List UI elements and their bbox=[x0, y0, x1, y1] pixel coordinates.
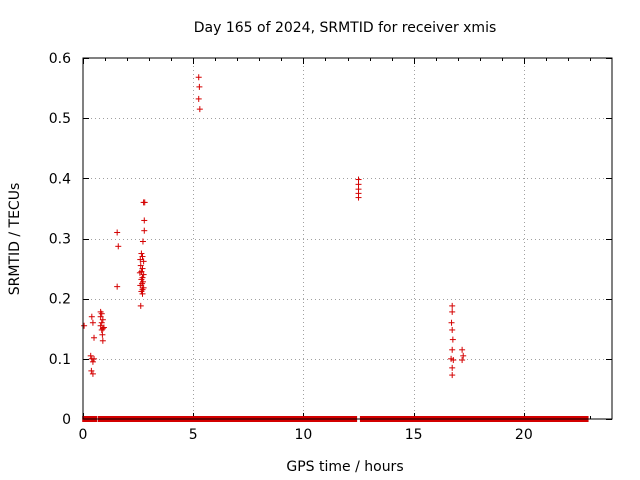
data-point bbox=[88, 313, 95, 320]
y-tick-label: 0.6 bbox=[49, 51, 71, 67]
y-tick-label: 0 bbox=[62, 412, 71, 428]
data-point bbox=[136, 269, 143, 276]
y-tick-label: 0.2 bbox=[49, 292, 71, 308]
data-point bbox=[137, 256, 144, 263]
data-point bbox=[89, 319, 96, 326]
data-point bbox=[140, 271, 147, 278]
data-point bbox=[141, 217, 148, 224]
x-tick-label: 10 bbox=[295, 427, 313, 443]
data-point bbox=[115, 243, 122, 250]
data-point bbox=[449, 364, 456, 371]
data-point bbox=[141, 227, 148, 234]
grid-lines bbox=[83, 58, 612, 419]
data-point bbox=[98, 319, 105, 326]
x-axis-label: GPS time / hours bbox=[286, 459, 403, 475]
x-tick-labels: 0 5 10 15 20 bbox=[79, 427, 533, 443]
data-point bbox=[97, 322, 104, 329]
data-point bbox=[81, 322, 88, 329]
data-point bbox=[99, 337, 106, 344]
data-point bbox=[91, 334, 98, 341]
data-point bbox=[139, 253, 146, 260]
data-point bbox=[450, 357, 457, 364]
y-tick-label: 0.5 bbox=[49, 111, 71, 127]
data-point bbox=[139, 290, 146, 297]
data-point bbox=[196, 106, 203, 113]
data-point bbox=[138, 250, 145, 257]
data-point bbox=[449, 308, 456, 315]
data-point bbox=[355, 194, 362, 201]
data-point bbox=[141, 199, 148, 206]
data-point bbox=[195, 95, 202, 102]
data-point bbox=[91, 355, 98, 362]
data-point bbox=[449, 302, 456, 309]
data-point bbox=[449, 336, 456, 343]
data-point bbox=[114, 283, 121, 290]
y-tick-label: 0.1 bbox=[49, 352, 71, 368]
data-point bbox=[137, 262, 144, 269]
data-points bbox=[81, 74, 589, 422]
data-point bbox=[459, 357, 466, 364]
y-tick-labels: 0 0.1 0.2 0.3 0.4 0.5 0.6 bbox=[49, 51, 71, 428]
data-point bbox=[449, 372, 456, 379]
y-axis-label: SRMTID / TECUs bbox=[7, 183, 23, 296]
x-tick-label: 15 bbox=[405, 427, 423, 443]
data-point bbox=[137, 302, 144, 309]
data-point bbox=[448, 319, 455, 326]
y-tick-label: 0.3 bbox=[49, 232, 71, 248]
x-tick-label: 5 bbox=[189, 427, 198, 443]
data-point bbox=[137, 282, 144, 289]
data-point bbox=[195, 74, 202, 81]
data-point bbox=[139, 265, 146, 272]
data-point bbox=[99, 316, 106, 323]
data-point bbox=[89, 358, 96, 365]
data-point bbox=[99, 331, 106, 338]
axis-ticks bbox=[83, 58, 612, 420]
plot-frame bbox=[82, 57, 613, 420]
y-tick-label: 0.4 bbox=[49, 171, 71, 187]
data-point bbox=[140, 258, 147, 265]
data-point bbox=[196, 83, 203, 90]
data-point bbox=[460, 352, 467, 359]
data-point bbox=[449, 326, 456, 333]
data-point bbox=[89, 370, 96, 377]
data-point bbox=[97, 313, 104, 320]
chart-title: Day 165 of 2024, SRMTID for receiver xmi… bbox=[194, 20, 497, 36]
data-point bbox=[139, 238, 146, 245]
data-point bbox=[100, 324, 107, 331]
x-tick-label: 0 bbox=[79, 427, 88, 443]
x-tick-label: 20 bbox=[515, 427, 533, 443]
data-point bbox=[459, 346, 466, 353]
data-point bbox=[99, 325, 106, 332]
data-point bbox=[114, 229, 121, 236]
data-point bbox=[88, 367, 95, 374]
data-point bbox=[87, 352, 94, 359]
data-point bbox=[98, 310, 105, 317]
data-point bbox=[449, 346, 456, 353]
